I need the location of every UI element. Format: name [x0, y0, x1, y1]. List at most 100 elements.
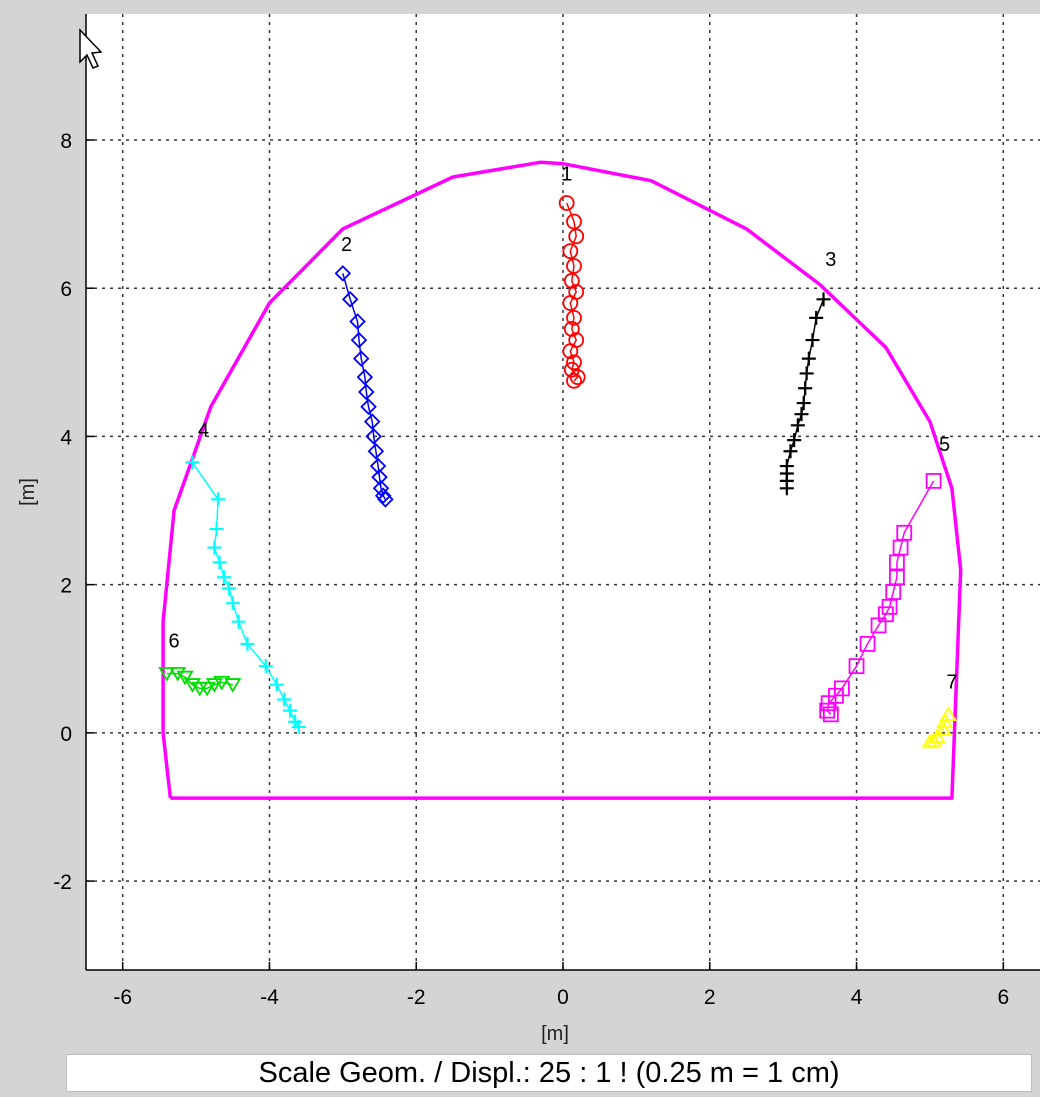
data-point [562, 243, 579, 260]
series-2 [334, 265, 394, 508]
y-tick-label: 8 [60, 130, 72, 153]
data-point [925, 472, 942, 489]
point-label: 6 [168, 631, 179, 653]
scale-caption: Scale Geom. / Displ.: 25 : 1 ! (0.25 m =… [66, 1054, 1032, 1092]
mouse-pointer-icon [79, 28, 103, 69]
data-point [794, 407, 809, 422]
data-point [374, 487, 392, 504]
data-point [207, 540, 222, 555]
series-line [191, 461, 300, 728]
data-point [783, 444, 798, 459]
data-point [558, 195, 575, 211]
data-point [801, 351, 816, 366]
tunnel-displacement-plot: -6 -4 -2 0 2 4 6 -2 0 2 4 6 8 [m] [m] 1 2 3 4 5 6 7 [17, 14, 1040, 1045]
series-1 [558, 195, 586, 389]
data-point [936, 713, 954, 729]
data-point [352, 350, 370, 367]
series-7 [921, 706, 957, 749]
data-point [183, 678, 201, 693]
data-point [569, 369, 586, 386]
data-point [158, 667, 176, 682]
data-point [798, 381, 813, 396]
data-point [562, 295, 579, 311]
data-point [291, 719, 306, 734]
data-point [562, 343, 579, 360]
point-label: 5 [939, 434, 950, 456]
data-point [779, 481, 794, 496]
data-point [209, 522, 224, 537]
data-point [283, 703, 298, 718]
data-point [566, 354, 582, 371]
data-point [819, 702, 836, 719]
data-point [198, 681, 216, 697]
x-tick-label: 0 [557, 986, 569, 1009]
data-point [787, 433, 802, 448]
data-point [848, 658, 865, 675]
point-label: 1 [561, 164, 572, 186]
data-point [367, 442, 385, 460]
data-point [224, 678, 242, 693]
x-tick-label: -6 [113, 986, 132, 1009]
data-point [566, 258, 582, 274]
data-point [269, 677, 284, 692]
data-point [222, 581, 237, 596]
x-tick-label: 6 [997, 986, 1009, 1009]
y-tick-label: 2 [60, 575, 72, 598]
data-point [371, 468, 388, 486]
x-tick-label: -2 [407, 986, 426, 1009]
data-point [350, 331, 368, 349]
data-point [925, 732, 943, 747]
y-tick-label: 4 [60, 426, 72, 449]
data-point [796, 396, 811, 411]
data-point [216, 570, 231, 585]
data-point [212, 555, 227, 570]
point-label: 4 [198, 419, 209, 441]
data-point [809, 310, 824, 325]
data-point [377, 491, 394, 508]
data-point [349, 313, 366, 330]
data-point [566, 372, 582, 389]
y-tick-label: 6 [60, 278, 72, 301]
series-4 [185, 455, 306, 734]
data-point [258, 659, 273, 674]
y-tick-label: -2 [53, 871, 72, 894]
data-point [928, 728, 946, 744]
data-point [277, 692, 292, 707]
data-point [211, 492, 226, 507]
y-axis-label: [m] [17, 478, 39, 506]
x-axis-label: [m] [541, 1023, 569, 1045]
data-point [372, 480, 390, 497]
data-point [334, 265, 352, 282]
data-point [240, 636, 255, 651]
x-tick-label: 2 [704, 986, 716, 1009]
data-point [169, 667, 187, 682]
data-point [365, 428, 382, 445]
data-point [205, 678, 223, 693]
data-point [231, 614, 246, 629]
data-point [816, 292, 831, 307]
data-point [176, 670, 194, 686]
data-point [921, 733, 939, 749]
point-label: 2 [341, 234, 352, 256]
data-point [859, 636, 876, 652]
data-point [563, 272, 580, 289]
point-label: 7 [946, 671, 957, 693]
data-point [822, 706, 839, 723]
data-point [185, 455, 200, 470]
data-point [363, 413, 381, 430]
data-layer [158, 160, 963, 800]
data-point [563, 321, 580, 337]
series-3 [779, 292, 831, 496]
y-tick-label: 0 [60, 723, 72, 746]
data-point [805, 333, 820, 348]
data-point [934, 721, 952, 736]
point-label: 3 [825, 249, 836, 271]
x-tick-label: 4 [851, 986, 863, 1009]
data-point [566, 213, 582, 230]
data-point [790, 418, 805, 433]
plot-area [86, 14, 1040, 970]
series-6 [158, 667, 242, 697]
data-point [356, 368, 374, 386]
data-point [566, 309, 582, 326]
data-point [799, 366, 814, 381]
